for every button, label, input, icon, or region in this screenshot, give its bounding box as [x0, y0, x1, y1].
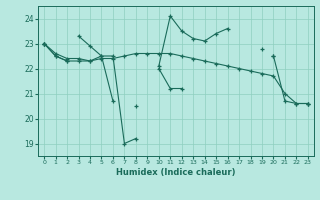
X-axis label: Humidex (Indice chaleur): Humidex (Indice chaleur) — [116, 168, 236, 177]
